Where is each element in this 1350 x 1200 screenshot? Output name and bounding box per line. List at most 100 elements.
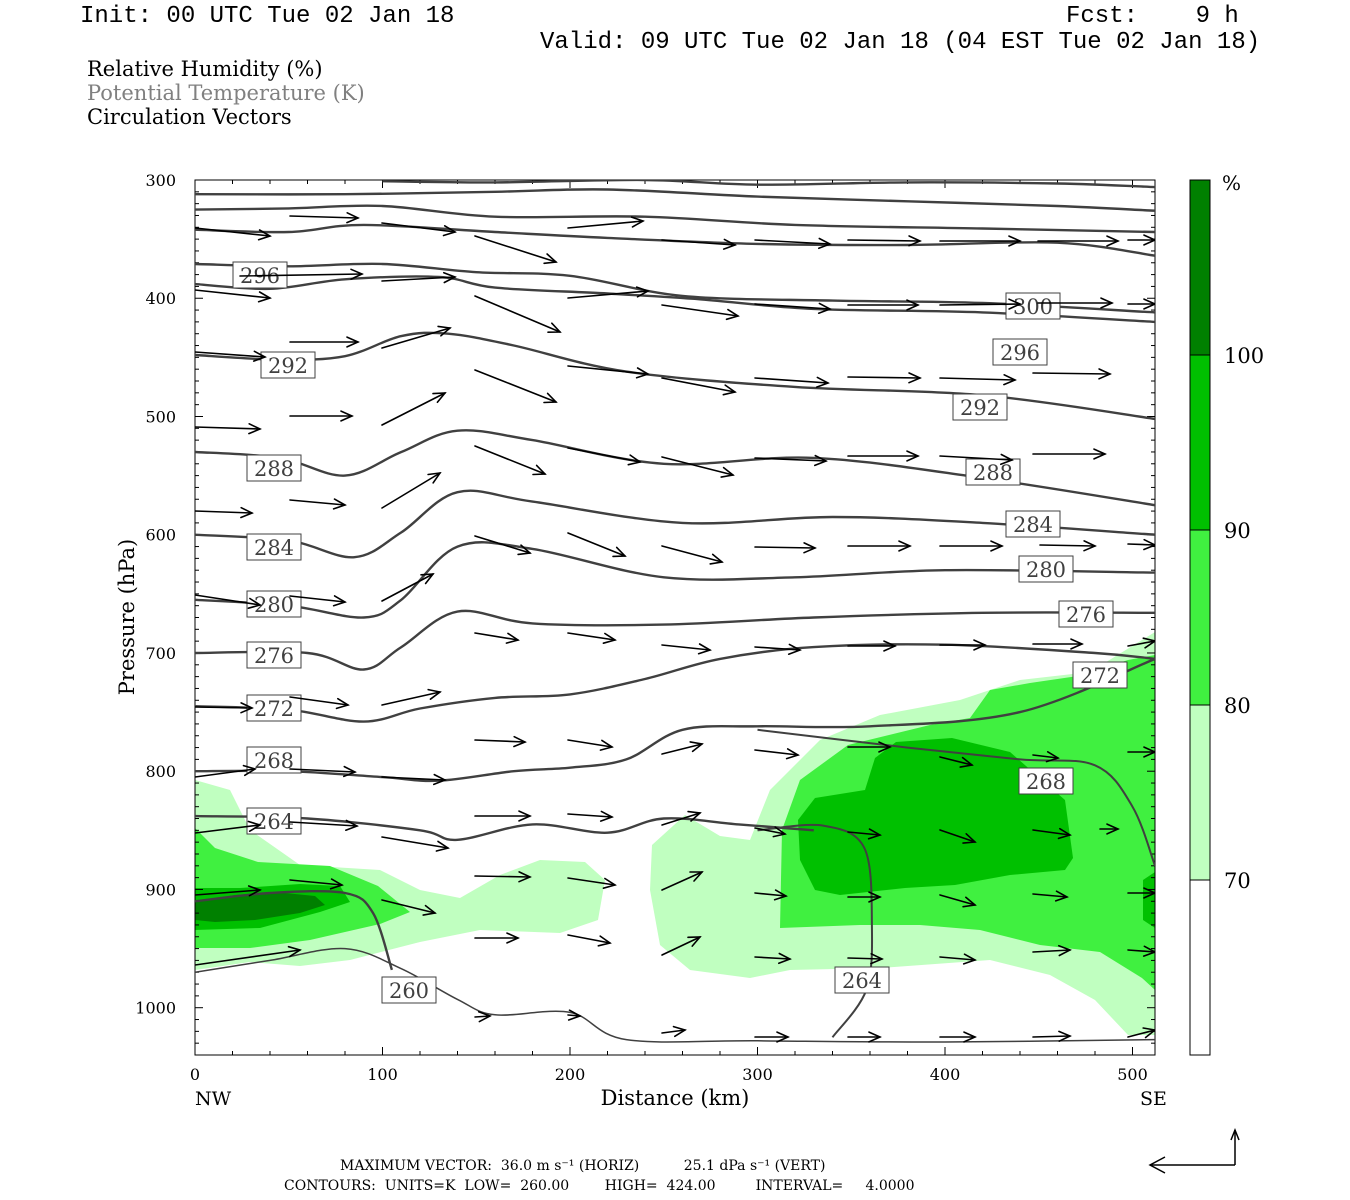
theta-contour-label-text: 272 [1080, 664, 1120, 688]
circulation-vector-arrow [289, 878, 344, 890]
circulation-vector-arrow [1032, 944, 1072, 957]
circulation-vector-arrow [567, 286, 650, 299]
x-axis-title: Distance (km) [601, 1086, 750, 1110]
circulation-vector-arrow [661, 456, 735, 478]
circulation-vector-arrow [381, 899, 437, 916]
x-end-label-nw: NW [195, 1088, 232, 1110]
colorbar-bin-70-80 [1189, 704, 1211, 881]
theta-contour-label: 264 [834, 966, 890, 994]
circulation-vector-arrow [289, 410, 354, 422]
circulation-vector-arrow [289, 595, 347, 607]
circulation-vector-arrow [1127, 234, 1155, 246]
circulation-vector-arrow [847, 1031, 882, 1043]
circulation-vector-arrow [474, 810, 532, 822]
circulation-vector-arrow [474, 535, 532, 556]
y-tick-labels: 300 400 500 600 700 800 900 1000 [135, 171, 176, 1018]
circulation-vector-arrow [847, 741, 892, 753]
colorbar-bin-90-100 [1189, 354, 1211, 531]
circulation-vector-arrow [847, 372, 922, 384]
theta-contour-label: 272 [1072, 661, 1128, 689]
theta-contour-line [195, 947, 1155, 1043]
circulation-vector-arrow [289, 498, 347, 510]
circulation-vector-arrow [239, 268, 364, 280]
circulation-vector-arrow [661, 377, 737, 396]
theta-contour-label: 284 [1005, 510, 1061, 538]
circulation-vector-arrow [195, 289, 272, 303]
theta-contour-line [195, 657, 1155, 783]
theta-contour-label-text: 284 [254, 536, 294, 560]
circulation-vectors [195, 212, 1155, 1043]
circulation-vector-arrow [661, 741, 704, 755]
circulation-vector-arrow [567, 1009, 582, 1021]
contours-note: CONTOURS: UNITS=K LOW= 260.00 HIGH= 424.… [284, 1178, 915, 1194]
circulation-vector-arrow [567, 532, 627, 558]
circulation-vector-arrow [381, 836, 450, 852]
circulation-vector-arrow [939, 298, 1022, 310]
theta-contour-label-text: 268 [1026, 770, 1066, 794]
circulation-vector-arrow [847, 450, 920, 462]
circulation-vector-arrow [661, 810, 702, 826]
circulation-vector-arrow [754, 952, 792, 965]
circulation-vector-arrow [847, 235, 922, 247]
circulation-vector-arrow [381, 773, 447, 786]
circulation-vector-arrow [661, 1025, 687, 1038]
theta-contour-line [195, 489, 1155, 559]
circulation-vector-arrow [754, 376, 830, 388]
y-tick-label: 600 [145, 526, 176, 545]
circulation-vector-arrow [661, 643, 712, 655]
circulation-vector-arrow [1039, 540, 1097, 552]
theta-contour-label: 284 [246, 533, 302, 561]
y-tick-label: 800 [145, 762, 176, 781]
y-tick-label: 500 [145, 407, 176, 426]
circulation-vector-arrow [1127, 538, 1155, 551]
circulation-vector-arrow [474, 1010, 492, 1023]
theta-contour-label: 280 [1018, 555, 1074, 583]
circulation-vector-arrow [661, 545, 724, 565]
circulation-vector-arrow [567, 810, 614, 822]
circulation-vector-arrow [939, 373, 1017, 386]
circulation-vector-arrow [474, 445, 547, 476]
theta-contour-label: 276 [246, 641, 302, 669]
colorbar-bin-below-70 [1189, 879, 1211, 1056]
circulation-vector-arrow [567, 934, 612, 947]
circulation-vector-arrow [381, 325, 452, 349]
circulation-vector-arrow [1032, 368, 1112, 380]
y-tick-label: 700 [145, 644, 176, 663]
circulation-vector-arrow [1032, 750, 1060, 763]
circulation-vector-arrow [289, 212, 360, 224]
x-tick-label: 500 [1117, 1065, 1148, 1084]
rh-100-region [195, 893, 325, 922]
circulation-vector-arrow [1032, 827, 1072, 840]
y-tick-label: 900 [145, 880, 176, 899]
circulation-vector-arrow [1127, 298, 1155, 310]
colorbar-label: 90 [1224, 519, 1251, 543]
init-time: Init: 00 UTC Tue 02 Jan 18 [80, 3, 455, 30]
circulation-vector-arrow [661, 936, 702, 956]
x-tick-label: 0 [190, 1065, 200, 1084]
theta-contour-label-text: 276 [254, 644, 294, 668]
theta-contour-line [195, 223, 1155, 257]
y-axis-title: Pressure (hPa) [115, 539, 139, 695]
circulation-vector-arrow [754, 1031, 790, 1043]
rh-90-region [1143, 872, 1155, 928]
circulation-vector-arrow [661, 238, 737, 250]
field-vectors-label: Circulation Vectors [87, 105, 292, 129]
theta-contour-label-text: 280 [1026, 558, 1066, 582]
colorbar-label: 100 [1224, 344, 1264, 368]
circulation-vector-arrow [474, 735, 527, 748]
circulation-vector-arrow [381, 271, 457, 284]
circulation-vector-arrow [289, 765, 357, 778]
circulation-vector-arrow [195, 945, 302, 966]
theta-contour-label: 268 [1018, 767, 1074, 795]
reference-vector-icon [1148, 1127, 1240, 1174]
circulation-vector-arrow [754, 302, 832, 315]
x-tick-label: 400 [930, 1065, 961, 1084]
circulation-vector-arrow [289, 696, 350, 710]
valid-time: Valid: 09 UTC Tue 02 Jan 18 (04 EST Tue … [540, 29, 1261, 56]
x-tick-label: 300 [742, 1065, 773, 1084]
circulation-vector-arrow [939, 1031, 977, 1043]
circulation-vector-arrow [1037, 235, 1120, 247]
circulation-vector-arrow [754, 454, 828, 467]
x-tick-label: 200 [555, 1065, 586, 1084]
circulation-vector-arrow [474, 632, 520, 644]
